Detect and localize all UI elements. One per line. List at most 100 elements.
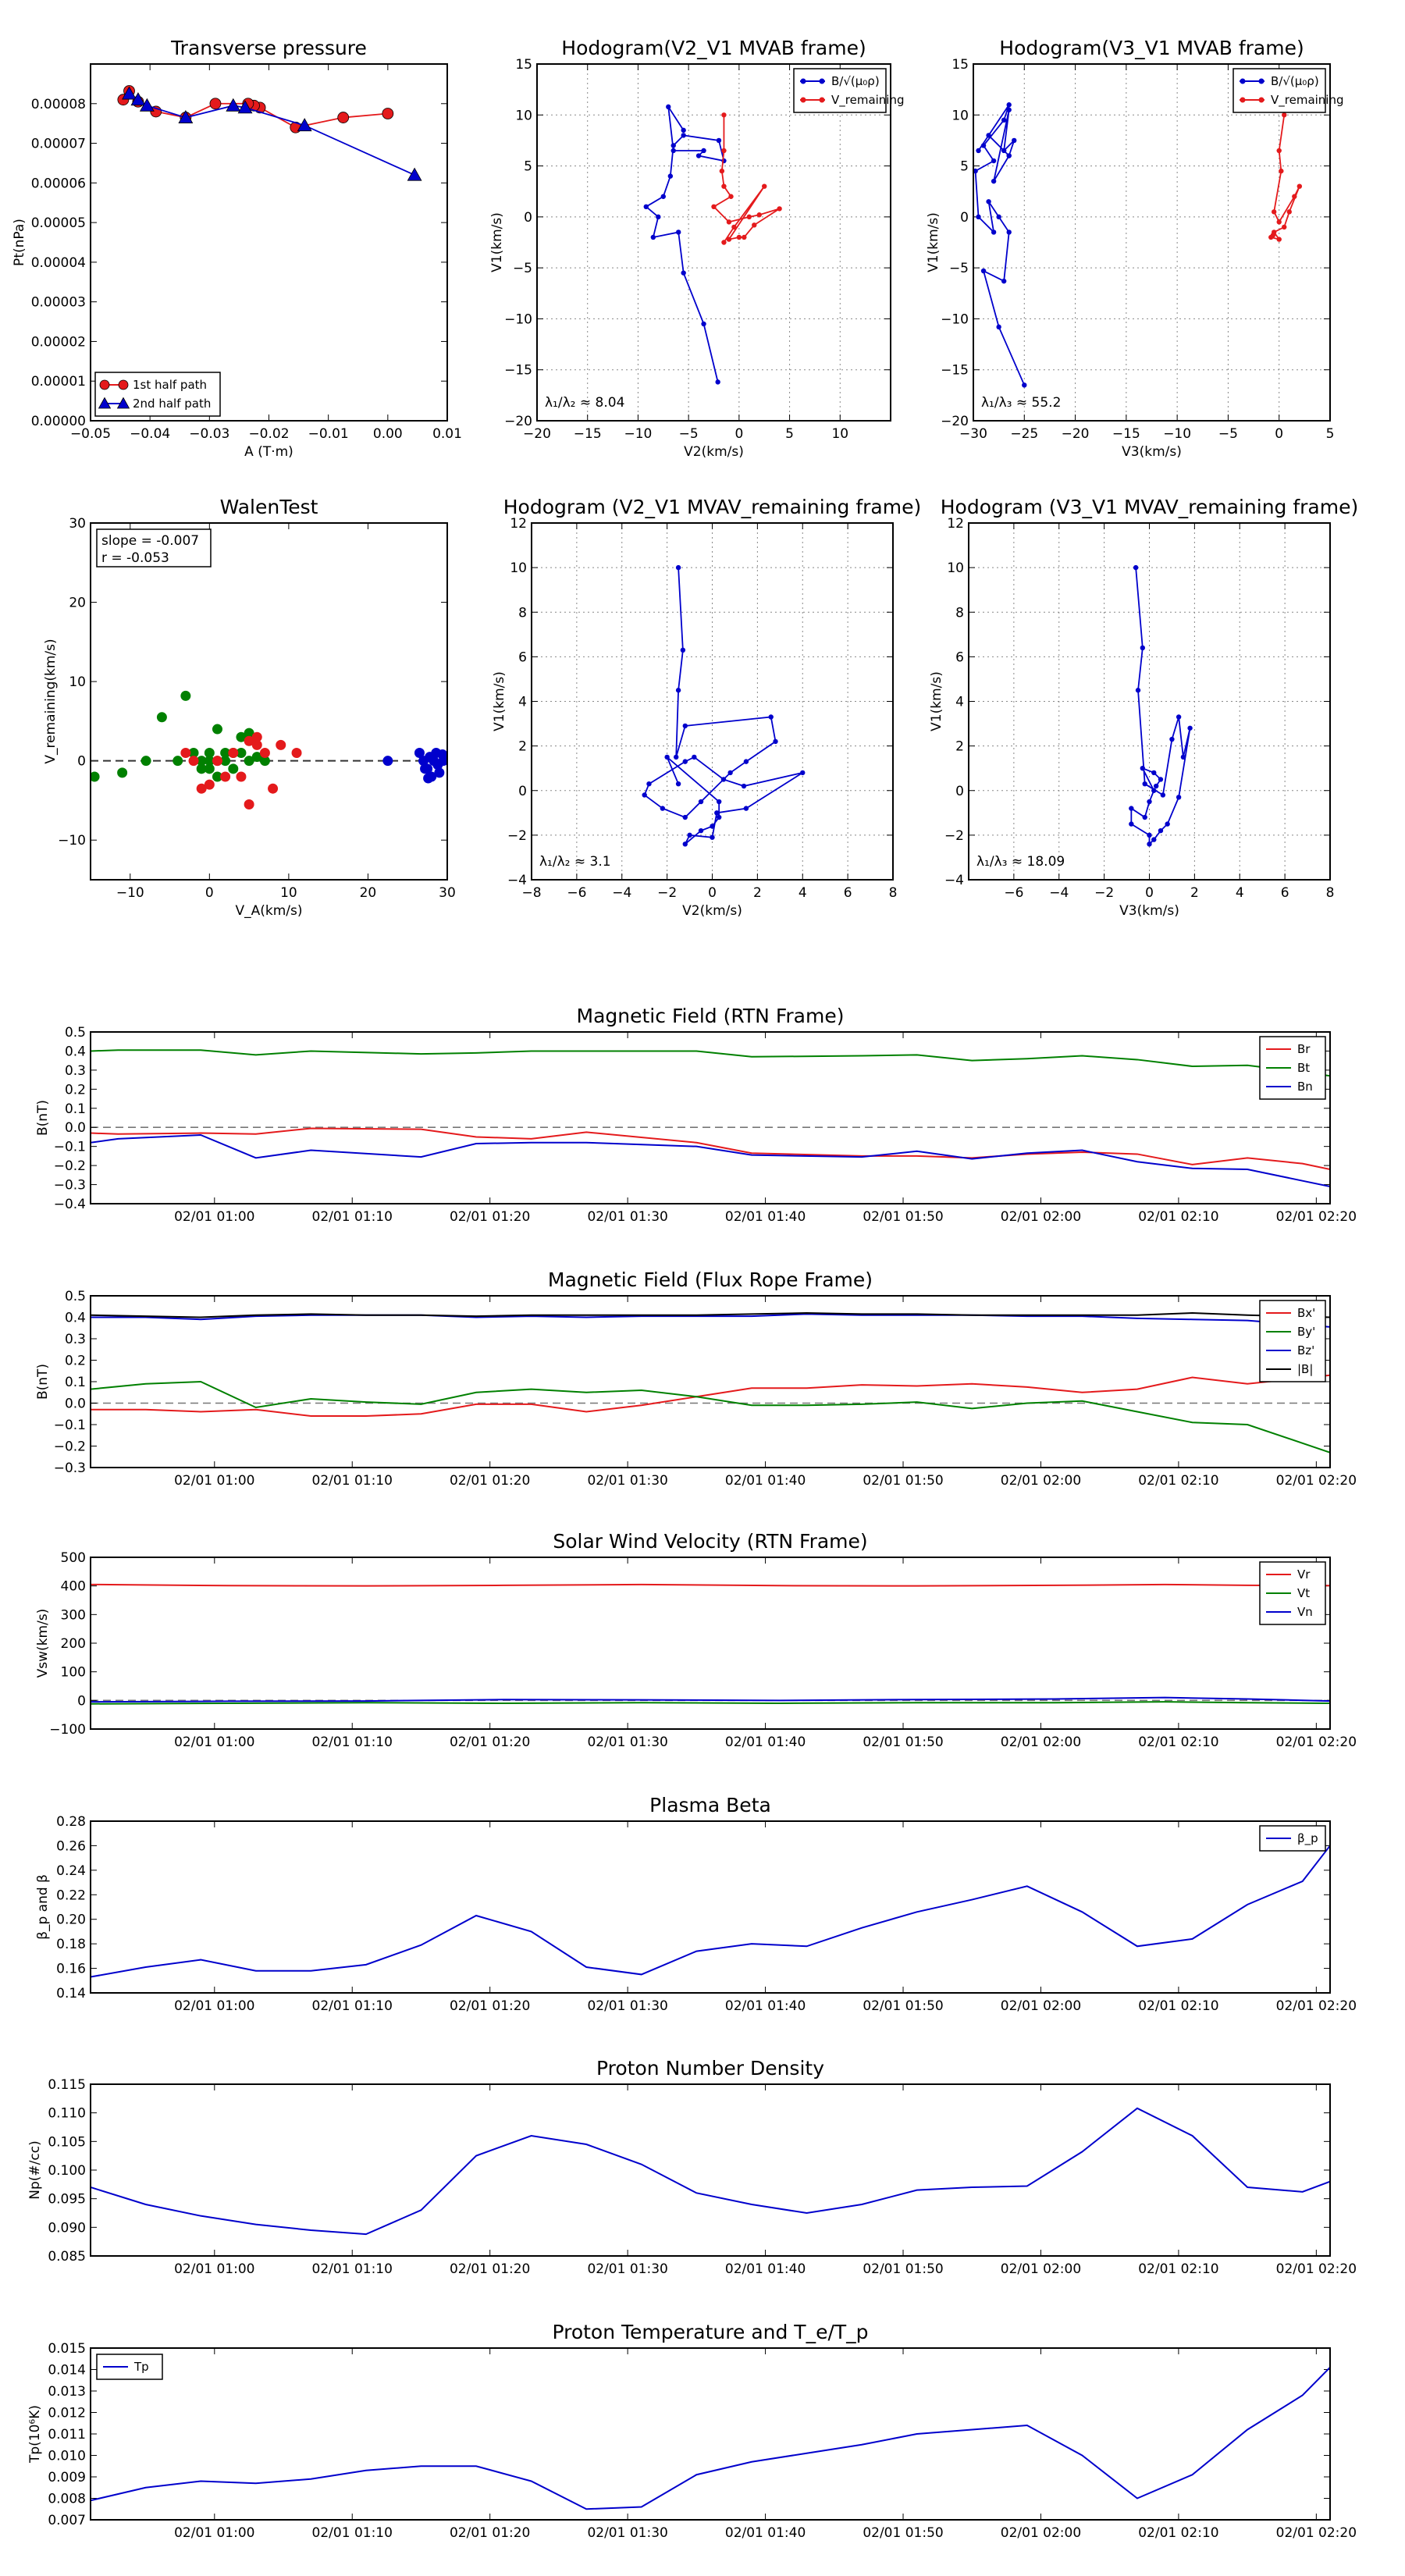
y-tick-label: −0.3	[54, 1461, 86, 1476]
y-tick-label: 0.013	[48, 2384, 86, 2400]
data-point	[1001, 278, 1007, 284]
data-point	[1153, 783, 1159, 789]
x-tick-label: 8	[889, 885, 898, 901]
x-tick-label: 02/01 02:20	[1276, 1209, 1357, 1225]
x-tick-label: 0	[708, 885, 717, 901]
axes-frame	[90, 1557, 1331, 1730]
series-line-by	[91, 1380, 1330, 1453]
x-tick-label: 02/01 01:30	[587, 1473, 667, 1489]
x-tick-label: 02/01 01:00	[174, 1473, 254, 1489]
data-point	[682, 723, 688, 729]
chart-plasma-beta: Plasma Beta 02/01 01:00 02/01 01:10 02/01 0…	[35, 1794, 1357, 2014]
chart-title: Transverse pressure	[170, 37, 367, 59]
data-point	[991, 158, 997, 164]
data-point	[437, 749, 447, 760]
data-point	[727, 770, 733, 776]
series-line-b	[645, 106, 725, 382]
y-axis-label: β_p and β	[35, 1874, 51, 1940]
plot-area	[91, 1845, 1330, 1978]
y-tick-label: −20	[941, 414, 969, 429]
x-tick-label: 0	[205, 885, 214, 901]
y-axis-label: Vsw(km/s)	[35, 1609, 51, 1678]
y-tick-label: −20	[504, 414, 532, 429]
y-tick-label: 0.011	[48, 2427, 86, 2443]
data-point	[180, 690, 191, 701]
y-tick-label: 0	[524, 210, 532, 226]
data-point	[1160, 792, 1166, 798]
legend-label: B/√(μ₀ρ)	[831, 74, 880, 88]
legend: Bx' By' Bz' |B|	[1259, 1300, 1326, 1382]
x-axis-label: V2(km/s)	[682, 903, 742, 919]
data-point	[742, 234, 747, 240]
y-tick-label: 0.14	[56, 1986, 86, 2001]
chart-magnetic-field-flux-rope: Magnetic Field (Flux Rope Frame) 02/01 01…	[35, 1268, 1357, 1489]
data-point	[382, 756, 393, 767]
data-point	[291, 748, 302, 759]
y-tick-label: 15	[515, 57, 532, 73]
data-point	[646, 781, 652, 787]
x-tick-label: 2	[753, 885, 762, 901]
data-point	[1282, 224, 1287, 230]
data-point	[244, 735, 254, 746]
data-point	[423, 773, 434, 784]
y-tick-label: 0.100	[48, 2163, 86, 2179]
y-tick-label: 4	[518, 695, 527, 710]
x-tick-label: 02/01 02:10	[1138, 1735, 1218, 1750]
data-point	[710, 834, 715, 840]
x-tick-label: 02/01 01:20	[450, 1735, 530, 1750]
chart-title: Solar Wind Velocity (RTN Frame)	[553, 1530, 867, 1553]
x-tick-label: −20	[523, 426, 551, 442]
x-tick-label: 02/01 02:10	[1138, 2261, 1218, 2277]
data-point	[1271, 209, 1277, 215]
y-axis-label: V1(km/s)	[489, 212, 505, 272]
y-tick-label: −0.2	[54, 1439, 86, 1455]
y-tick-label: 0.00006	[31, 176, 86, 191]
data-point	[297, 118, 312, 132]
x-tick-label: 02/01 01:40	[725, 1998, 806, 2014]
x-tick-label: −5	[1218, 426, 1238, 442]
plot-area	[1129, 564, 1193, 847]
axes-frame	[968, 522, 1331, 881]
data-point	[726, 237, 732, 242]
x-tick-label: 0	[1275, 426, 1283, 442]
chart-walen-test: WalenTest −10 0 10 20 30 −10 0 10 20 30 V_A(km/s) V_…	[43, 496, 456, 919]
data-point	[726, 219, 732, 225]
x-tick-label: 8	[1326, 885, 1335, 901]
x-tick-label: −15	[1112, 426, 1140, 442]
data-point	[996, 214, 1001, 220]
legend-label: B/√(μ₀ρ)	[1271, 74, 1319, 88]
chart-proton-temperature: Proton Temperature and T_e/T_p 02/01 01:0…	[27, 2321, 1357, 2541]
x-tick-label: 02/01 01:40	[725, 2525, 806, 2541]
axes-frame	[90, 63, 448, 422]
x-tick-label: 02/01 01:00	[174, 1735, 254, 1750]
axes-frame	[90, 1295, 1331, 1468]
legend-marker	[98, 397, 112, 409]
x-tick-label: 02/01 01:20	[450, 2525, 530, 2541]
series-line-vt	[91, 1701, 1330, 1705]
x-tick-label: 02/01 01:10	[312, 1735, 393, 1750]
y-tick-label: 0.1	[65, 1375, 86, 1390]
x-tick-label: 6	[1281, 885, 1289, 901]
plot-area	[91, 2107, 1330, 2236]
lambda-ratio-annotation: λ₁/λ₃ ≈ 55.2	[981, 395, 1061, 411]
x-tick-label: 02/01 01:30	[587, 1735, 667, 1750]
data-point	[721, 148, 727, 154]
data-point	[251, 752, 262, 763]
y-tick-label: 0.110	[48, 2106, 86, 2122]
series-line-vn	[91, 1696, 1330, 1703]
y-tick-label: 0.1	[65, 1101, 86, 1117]
y-axis-label: B(nT)	[35, 1364, 51, 1400]
data-point	[382, 108, 394, 119]
data-point	[1176, 795, 1182, 800]
x-tick-label: −6	[1004, 885, 1023, 901]
y-tick-label: 0.00001	[31, 374, 86, 390]
y-tick-label: −0.1	[54, 1418, 86, 1433]
y-axis-label: V_remaining(km/s)	[43, 639, 59, 763]
data-point	[666, 104, 671, 110]
data-point	[1001, 117, 1007, 123]
y-tick-label: 0.4	[65, 1311, 86, 1326]
legend: β_p	[1259, 1825, 1326, 1852]
data-point	[720, 777, 727, 782]
data-point	[180, 748, 191, 759]
legend: B/√(μ₀ρ) V_remaining	[793, 68, 905, 113]
